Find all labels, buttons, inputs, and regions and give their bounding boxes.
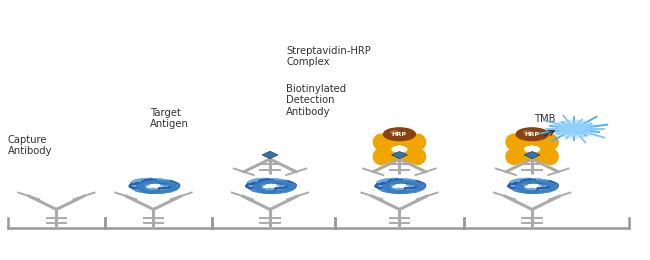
Text: HRP: HRP <box>525 132 540 137</box>
Text: HRP: HRP <box>392 132 407 137</box>
Text: A: A <box>529 145 536 154</box>
Text: Biotinylated
Detection
Antibody: Biotinylated Detection Antibody <box>286 84 346 117</box>
Circle shape <box>523 131 531 134</box>
Text: A: A <box>396 145 403 154</box>
Polygon shape <box>391 151 408 159</box>
Circle shape <box>384 128 415 141</box>
Circle shape <box>563 125 585 133</box>
Text: TMB: TMB <box>534 114 556 124</box>
Text: Capture
Antibody: Capture Antibody <box>8 135 53 156</box>
Circle shape <box>568 126 580 131</box>
Circle shape <box>552 120 596 138</box>
Circle shape <box>391 131 398 134</box>
Text: Target
Antigen: Target Antigen <box>150 108 189 129</box>
Circle shape <box>392 146 407 152</box>
Polygon shape <box>262 151 278 159</box>
Polygon shape <box>524 151 540 159</box>
Circle shape <box>516 128 548 141</box>
Circle shape <box>525 146 540 152</box>
Text: Streptavidin-HRP
Complex: Streptavidin-HRP Complex <box>286 46 371 68</box>
Circle shape <box>558 122 590 135</box>
